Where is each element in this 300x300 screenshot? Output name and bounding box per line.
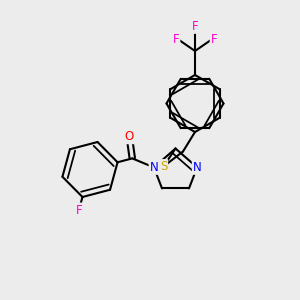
Text: F: F — [76, 203, 82, 217]
Text: F: F — [211, 33, 217, 46]
Text: O: O — [125, 130, 134, 143]
Text: N: N — [193, 161, 202, 174]
Text: F: F — [192, 20, 198, 33]
Text: F: F — [173, 33, 179, 46]
Text: S: S — [160, 160, 167, 173]
Text: N: N — [149, 161, 158, 174]
